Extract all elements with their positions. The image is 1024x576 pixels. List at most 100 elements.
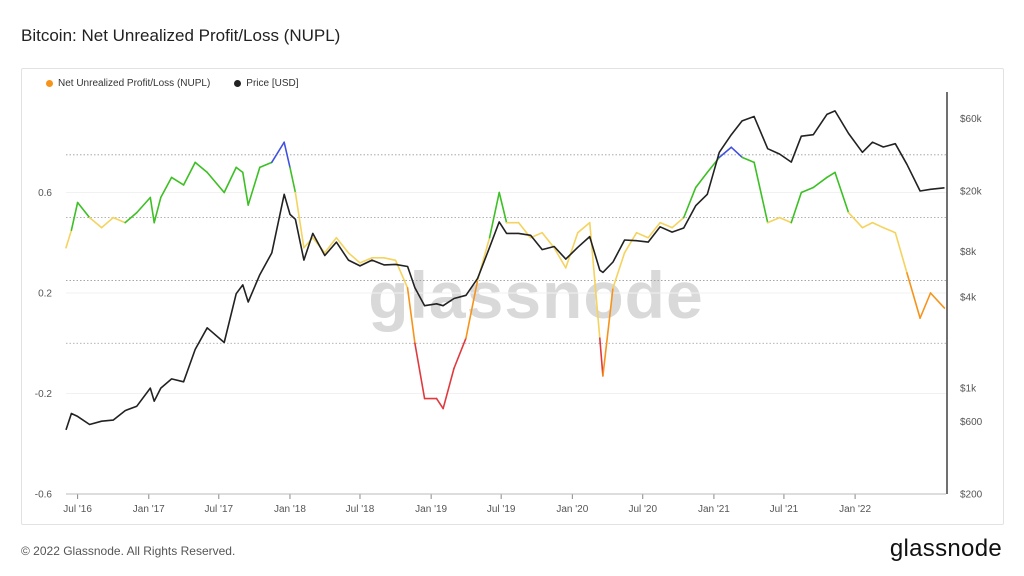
nupl-line-segment [790, 191, 803, 224]
legend-item-nupl[interactable]: Net Unrealized Profit/Loss (NUPL) [46, 78, 210, 89]
nupl-line-segment [258, 161, 273, 169]
nupl-line-segment [135, 196, 152, 214]
x-tick-label: Jan '19 [415, 504, 447, 515]
nupl-line-segment [826, 171, 836, 179]
y-left-tick-label: 0.6 [38, 188, 52, 199]
nupl-line-segment [612, 252, 626, 289]
y-left-tick-label: -0.2 [35, 389, 53, 400]
nupl-line-segment [294, 191, 305, 249]
nupl-line-segment [929, 292, 946, 309]
y-left-tick-label: -0.6 [35, 490, 53, 501]
y-right-tick-label: $1k [960, 384, 977, 395]
nupl-line-segment [871, 221, 885, 229]
page-title: Bitcoin: Net Unrealized Profit/Loss (NUP… [21, 26, 341, 45]
nupl-line-segment [159, 176, 173, 199]
nupl-line-segment [778, 216, 793, 224]
nupl-line-segment [694, 171, 709, 189]
nupl-line-segment [766, 216, 781, 224]
nupl-line-segment [488, 191, 501, 239]
nupl-line-segment [335, 236, 350, 254]
x-tick-label: Jul '17 [204, 504, 233, 515]
nupl-line-segment [235, 166, 244, 174]
nupl-line-segment [602, 287, 614, 377]
price-line [65, 110, 945, 431]
nupl-line-segment [718, 146, 733, 159]
nupl-line-segment [647, 221, 661, 239]
nupl-line-segment [847, 211, 864, 229]
nupl-line-segment [435, 397, 444, 410]
nupl-line-segment [270, 141, 285, 164]
legend-label-nupl: Net Unrealized Profit/Loss (NUPL) [58, 78, 211, 89]
footer-copyright: © 2022 Glassnode. All Rights Reserved. [21, 544, 236, 558]
nupl-line-segment [241, 171, 249, 206]
nupl-line-segment [812, 176, 828, 189]
nupl-line-segment [65, 229, 73, 249]
chart-card [21, 68, 1004, 525]
nupl-line-segment [182, 161, 196, 186]
nupl-line-segment [153, 196, 162, 224]
watermark-text: glassnode [368, 258, 703, 332]
nupl-line-segment [741, 156, 755, 164]
x-tick-label: Jul '20 [628, 504, 657, 515]
legend-label-price: Price [USD] [246, 78, 299, 89]
x-tick-label: Jul '18 [346, 504, 375, 515]
nupl-line-segment [576, 221, 591, 234]
nupl-line-segment [283, 141, 291, 169]
nupl-line-segment [194, 161, 208, 174]
nupl-line-segment [124, 211, 138, 224]
nupl-line-segment [564, 231, 579, 269]
nupl-line-segment [406, 287, 416, 345]
nupl-line-segment [414, 342, 426, 400]
nupl-line-segment [100, 216, 114, 229]
nupl-line-segment [671, 216, 685, 229]
nupl-line-segment [894, 231, 908, 274]
x-tick-label: Jul '19 [487, 504, 516, 515]
nupl-line-segment [465, 279, 479, 340]
x-tick-label: Jan '21 [698, 504, 730, 515]
x-tick-label: Jan '17 [133, 504, 165, 515]
y-left-tick-label: 0.2 [38, 289, 52, 300]
nupl-line-segment [289, 166, 297, 194]
chart-legend: Net Unrealized Profit/Loss (NUPL) Price … [46, 78, 323, 89]
nupl-line-segment [112, 216, 126, 224]
nupl-line-segment [498, 191, 508, 224]
nupl-line-segment [599, 337, 604, 377]
nupl-line-segment [323, 236, 338, 254]
nupl-line-segment [753, 161, 769, 224]
y-right-tick-label: $600 [960, 417, 983, 428]
nupl-line-segment [170, 176, 185, 186]
y-right-tick-label: $20k [960, 186, 983, 197]
nupl-line-segment [347, 252, 361, 264]
y-right-tick-label: $8k [960, 247, 977, 258]
nupl-line-segment [383, 257, 397, 262]
x-tick-label: Jul '21 [770, 504, 799, 515]
nupl-line-segment [442, 367, 455, 410]
y-right-tick-label: $200 [960, 490, 983, 501]
nupl-line-segment [247, 166, 261, 206]
nupl-line-segment [453, 337, 467, 370]
nupl-line-segment [800, 186, 815, 194]
nupl-line-segment [541, 231, 555, 249]
x-tick-label: Jan '20 [556, 504, 588, 515]
x-tick-label: Jan '18 [274, 504, 306, 515]
legend-marker-price [234, 80, 242, 87]
nupl-line-segment [730, 146, 743, 159]
nupl-line-segment [623, 231, 638, 254]
nupl-line-segment [553, 246, 567, 269]
nupl-line-segment [882, 226, 897, 234]
footer-logo: glassnode [889, 535, 1002, 562]
nupl-line-segment [223, 166, 237, 194]
x-tick-label: Jan '22 [839, 504, 871, 515]
nupl-line-segment [88, 216, 103, 229]
nupl-line-segment [682, 186, 697, 219]
nupl-line-segment [861, 221, 874, 229]
nupl-line-segment [149, 196, 155, 224]
y-right-tick-label: $60k [960, 114, 983, 125]
x-tick-label: Jul '16 [63, 504, 92, 515]
nupl-line-segment [834, 171, 850, 214]
legend-marker-nupl [46, 80, 53, 87]
nupl-line-segment [70, 201, 79, 231]
nupl-line-segment [635, 231, 649, 239]
legend-item-price[interactable]: Price [USD] [234, 78, 299, 89]
